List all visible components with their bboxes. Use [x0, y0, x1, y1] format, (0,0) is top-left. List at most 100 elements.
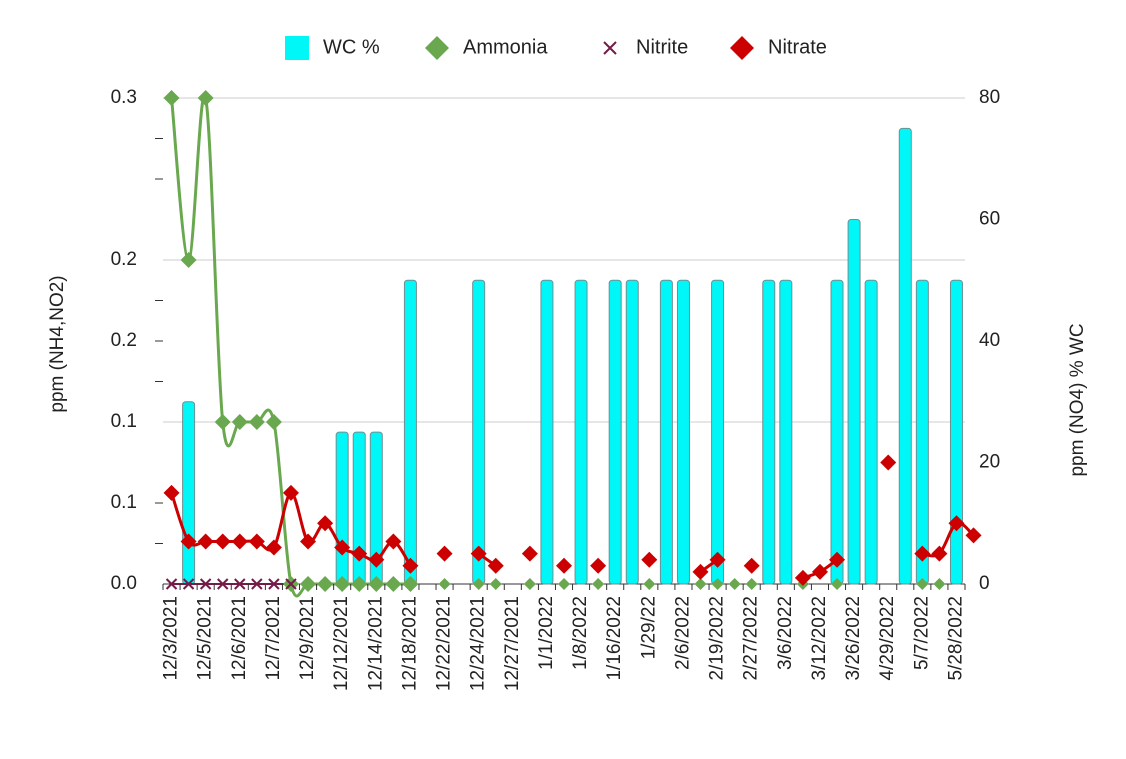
ammonia-marker [472, 578, 485, 590]
nitrate-marker [317, 515, 334, 532]
ammonia-marker [558, 578, 570, 590]
ammonia-marker [385, 576, 402, 592]
wc-bar [676, 279, 690, 585]
ammonia-marker [368, 576, 385, 592]
nitrite-marker [199, 578, 212, 590]
nitrate-marker [231, 533, 248, 550]
left-tick-label: 0.2 [111, 249, 137, 270]
x-tick-label: 12/27/2021 [502, 596, 523, 691]
nitrate-marker [180, 533, 197, 550]
wc-bar [915, 279, 929, 585]
wc-bar [949, 279, 963, 585]
nitrate-marker [248, 533, 265, 550]
ammonia-marker [265, 414, 282, 430]
wc-bar [847, 219, 861, 585]
x-tick-label: 3/6/2022 [775, 596, 796, 670]
wc-bar [711, 279, 725, 585]
left-tick-label: 0.1 [111, 492, 137, 513]
x-tick-label: 5/28/2022 [945, 596, 966, 681]
ammonia-marker [317, 576, 334, 592]
nitrate-marker [931, 545, 948, 562]
right-tick-label: 0 [979, 573, 990, 594]
x-tick-label: 1/29/22 [638, 596, 659, 659]
ammonia-marker [214, 414, 231, 430]
nitrate-marker [163, 484, 180, 501]
ammonia-marker [694, 578, 707, 590]
nitrite-marker [285, 578, 297, 590]
right-tick-label: 20 [979, 452, 1000, 473]
ammonia-marker [916, 578, 929, 590]
nitrite-marker [165, 578, 178, 590]
nitrate-marker [197, 533, 214, 550]
ammonia-marker [438, 578, 451, 590]
nitrate-marker [334, 539, 351, 556]
nitrate-marker [590, 557, 607, 574]
right-axis-title: ppm (NO4) % WC [1067, 323, 1088, 476]
nitrate-marker [965, 527, 982, 544]
ammonia-marker [402, 576, 419, 592]
x-tick-label: 1/8/2022 [570, 596, 591, 670]
nitrate-marker [880, 454, 897, 471]
wc-bar [574, 279, 588, 585]
legend-label: Ammonia [463, 36, 548, 58]
nitrate-marker [214, 533, 231, 550]
x-tick-label: 12/12/2021 [331, 596, 352, 691]
left-tick-label: 0.1 [111, 411, 137, 432]
wc-bar [540, 279, 554, 585]
nitrite-marker [234, 578, 246, 590]
wc-bar [864, 279, 878, 585]
wc-bar [762, 279, 776, 585]
ammonia-marker [592, 578, 605, 590]
ammonia-marker [728, 578, 741, 590]
legend-swatch-diamond [425, 36, 449, 60]
right-tick-label: 60 [979, 209, 1000, 230]
wc-bar [659, 279, 673, 585]
nitrate-marker [265, 539, 282, 556]
wc-bar [625, 279, 639, 585]
ammonia-marker [489, 578, 502, 590]
ammonia-marker [933, 578, 946, 590]
nitrate-marker [556, 557, 572, 574]
wc-bar [182, 401, 196, 585]
nitrite-marker [251, 578, 263, 590]
left-tick-label: 0.3 [111, 87, 137, 108]
x-tick-label: 2/19/2022 [707, 596, 728, 681]
nitrate-marker [368, 551, 385, 568]
nitrate-marker [436, 545, 453, 562]
nitrate-marker [470, 545, 487, 562]
legend-swatch-wc [285, 36, 309, 60]
wc-bar [779, 279, 793, 585]
nitrate-marker [829, 551, 846, 568]
right-tick-label: 40 [979, 330, 1000, 351]
legend-label: WC % [323, 36, 380, 58]
ammonia-marker [300, 576, 317, 592]
x-tick-label: 12/18/2021 [399, 596, 420, 691]
ammonia-marker [231, 414, 248, 430]
legend-label: Nitrate [768, 36, 827, 58]
legend-swatch-diamond [730, 36, 754, 60]
ammonia-marker [197, 90, 214, 106]
ammonia-marker [334, 576, 351, 592]
right-tick-label: 80 [979, 87, 1000, 108]
x-tick-label: 12/7/2021 [263, 596, 284, 681]
ammonia-marker [163, 90, 180, 106]
left-axis-title: ppm (NH4,NO2) [47, 275, 68, 412]
nitrate-marker [521, 545, 538, 562]
nitrate-line [922, 521, 975, 558]
x-tick-label: 12/5/2021 [195, 596, 216, 681]
x-tick-label: 1/1/2022 [536, 596, 557, 670]
nitrite-marker [268, 578, 280, 590]
x-tick-label: 2/27/2022 [741, 596, 762, 681]
nitrate-marker [385, 533, 402, 550]
x-tick-label: 4/29/2022 [877, 596, 898, 681]
x-tick-label: 12/6/2021 [229, 596, 250, 681]
nitrate-marker [811, 563, 828, 580]
nitrate-marker [743, 557, 760, 574]
ammonia-marker [831, 578, 844, 590]
left-tick-label: 0.2 [111, 330, 137, 351]
x-tick-label: 12/3/2021 [161, 596, 182, 681]
ammonia-marker [711, 578, 724, 590]
nitrate-marker [402, 557, 419, 574]
nitrate-marker [300, 533, 317, 550]
